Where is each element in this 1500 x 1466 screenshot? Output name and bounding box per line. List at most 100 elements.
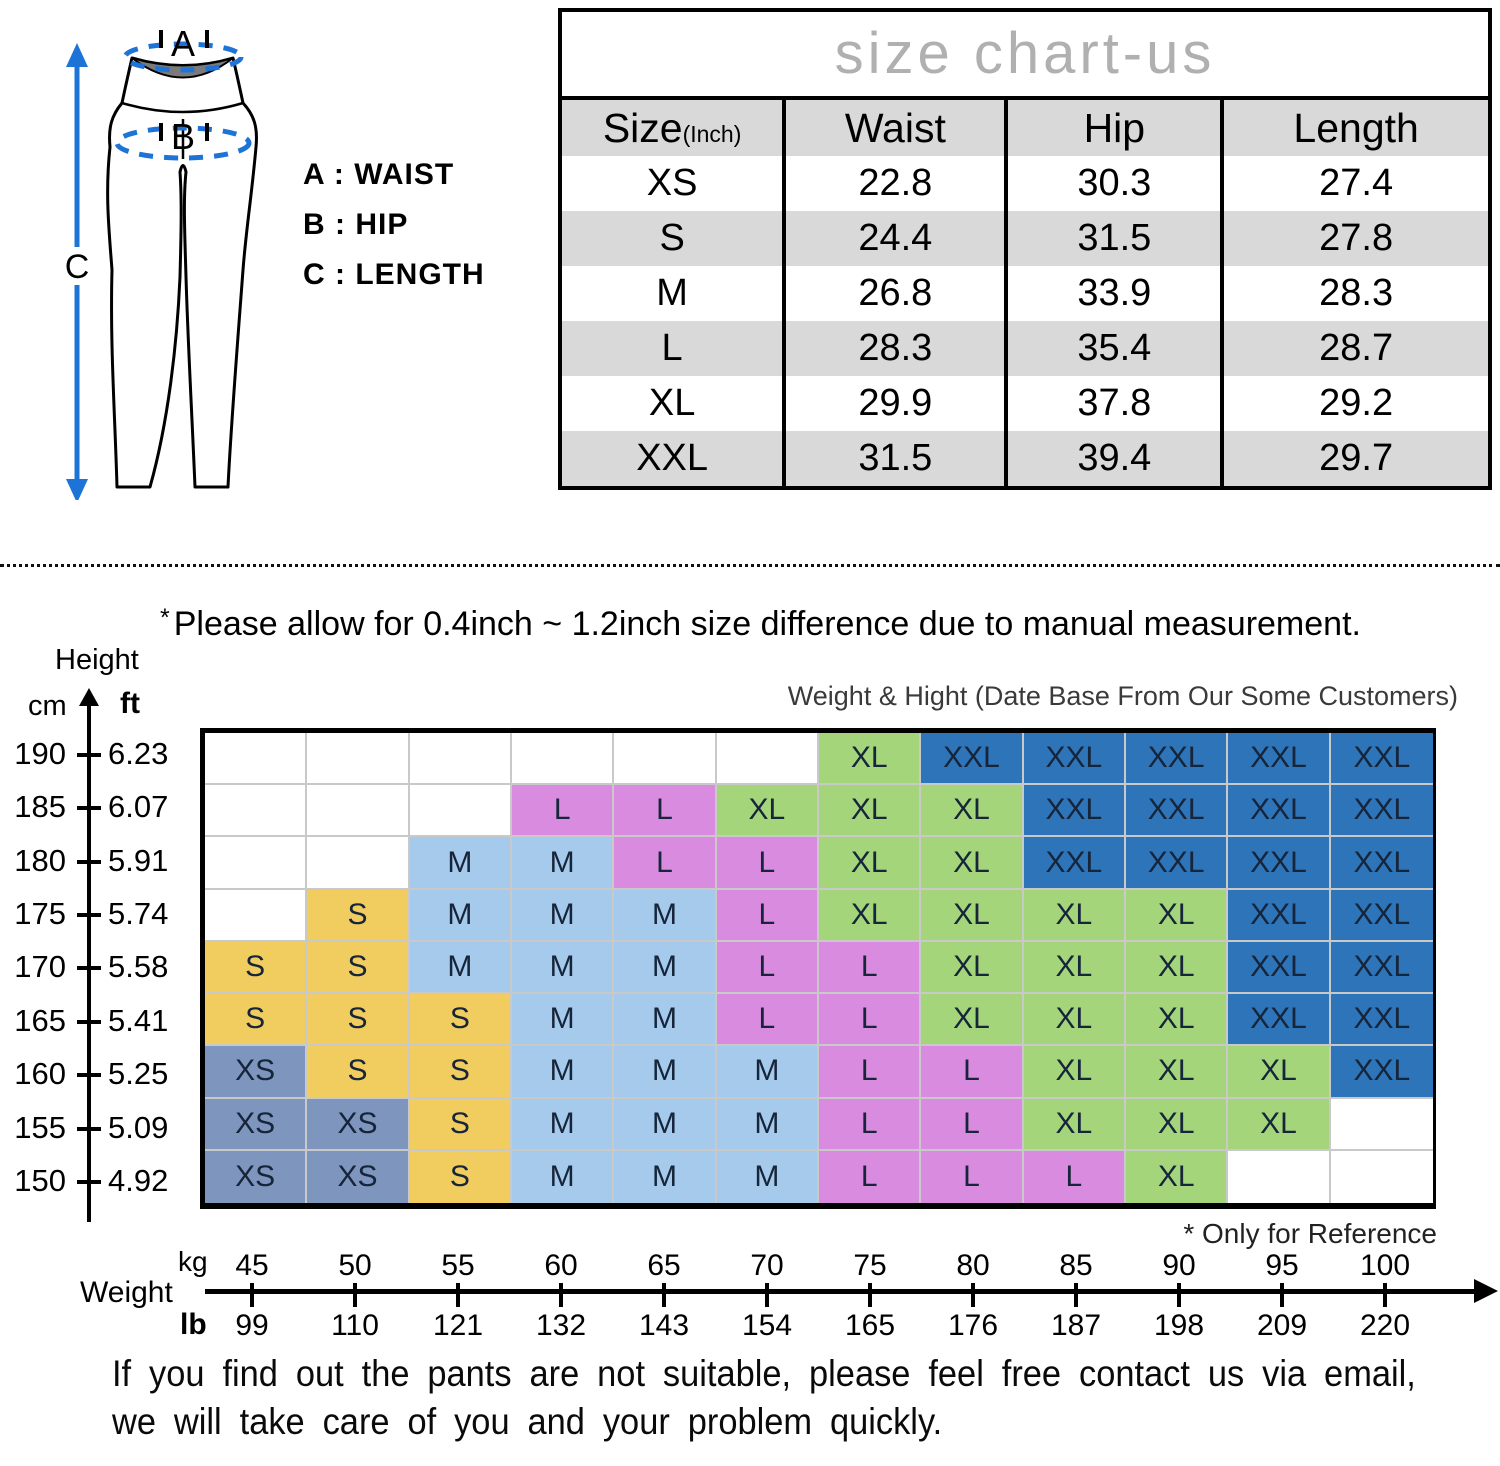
measurement-cell: 27.8	[1220, 211, 1488, 266]
cm-tick-label: 190	[14, 736, 66, 771]
recommended-size-cell: XXL	[1228, 837, 1331, 890]
dotted-divider	[0, 564, 1500, 567]
empty-grid-cell	[205, 785, 308, 838]
weight-tick-mark	[971, 1283, 975, 1307]
measurement-cell: 35.4	[1004, 321, 1223, 376]
recommended-size-cell: XS	[205, 1150, 308, 1203]
recommended-size-cell: XL	[921, 994, 1024, 1047]
recommended-size-cell: XL	[819, 785, 922, 838]
recommended-size-cell: XL	[921, 941, 1024, 995]
recommended-size-cell: XS	[205, 1098, 308, 1151]
recommended-size-cell: XXL	[1023, 733, 1126, 786]
recommended-size-cell: S	[205, 994, 308, 1047]
recommended-size-cell: XL	[1023, 1098, 1126, 1151]
kg-tick-label: 65	[647, 1249, 681, 1282]
size-name-cell: XL	[648, 382, 696, 424]
recommended-size-cell: XXL	[1023, 837, 1126, 890]
lb-tick-label: 165	[844, 1309, 896, 1342]
weight-tick-mark	[250, 1283, 254, 1307]
ft-tick-label: 6.23	[108, 736, 169, 771]
recommended-size-cell: XXL	[1228, 941, 1331, 995]
weight-tick-mark	[456, 1283, 460, 1307]
cm-tick-label: 150	[14, 1163, 66, 1198]
weight-tick-mark	[662, 1283, 666, 1307]
weight-tick-mark	[353, 1283, 357, 1307]
kg-tick-label: 55	[441, 1249, 475, 1282]
size-name-cell: XS	[646, 162, 698, 204]
recommended-size-cell: S	[307, 889, 410, 942]
col-header-hip: Hip	[1004, 100, 1223, 156]
footer-line-1: If you find out the pants are not suitab…	[112, 1353, 1416, 1394]
size-name-cell: XXL	[562, 431, 785, 486]
recommended-size-cell: M	[614, 941, 717, 995]
kg-tick-label: 50	[338, 1249, 372, 1282]
recommended-size-cell: S	[307, 941, 410, 995]
weight-tick-mark	[1177, 1283, 1181, 1307]
col-header-size: Size(Inch)	[562, 100, 785, 156]
note-text: Please allow for 0.4inch ~ 1.2inch size …	[173, 605, 1361, 643]
recommended-size-cell: XS	[307, 1098, 410, 1151]
ft-tick-label: 4.92	[108, 1163, 169, 1198]
measurement-cell: 39.4	[1004, 431, 1223, 486]
size-name-cell: S	[562, 211, 785, 266]
empty-grid-cell	[1331, 1151, 1433, 1203]
hip-measure-ellipse: B	[114, 116, 252, 161]
lb-unit-label: lb	[180, 1308, 207, 1341]
lb-tick-label: 143	[638, 1309, 690, 1342]
recommended-size-cell: L	[716, 941, 819, 995]
recommended-size-cell: XXL	[1228, 889, 1331, 942]
table-row: S 24.4 31.5 27.8	[562, 211, 1488, 266]
cm-tick-label: 170	[14, 949, 66, 984]
recommended-size-cell: M	[512, 837, 615, 890]
kg-unit-label: kg	[178, 1246, 208, 1277]
lb-tick-label: 110	[331, 1309, 379, 1342]
height-axis-label: Height	[55, 644, 139, 676]
recommended-size-cell: L	[819, 1098, 922, 1151]
recommended-size-cell: XL	[1126, 1098, 1229, 1151]
recommended-size-cell: XS	[205, 1046, 308, 1099]
ft-tick-label: 5.58	[108, 949, 169, 984]
measurement-cell: 22.8	[782, 156, 1007, 211]
recommended-size-cell: XXL	[1228, 733, 1331, 786]
cm-tick-label: 185	[14, 789, 66, 824]
size-chart-title: size chart-us	[562, 12, 1488, 100]
svg-text:C: C	[65, 248, 90, 286]
kg-tick-label: 85	[1059, 1249, 1093, 1282]
recommended-size-cell: XXL	[1330, 1046, 1433, 1099]
recommended-size-cell: M	[614, 889, 717, 942]
recommended-size-cell: XL	[819, 889, 922, 942]
size-name-cell: M	[656, 272, 688, 314]
weight-tick-mark	[1280, 1283, 1284, 1307]
measurement-cell: 29.7	[1220, 431, 1488, 486]
recommended-size-cell: M	[716, 1150, 819, 1203]
table-row: XL 29.9 37.8 29.2	[562, 376, 1488, 431]
recommended-size-cell: XXL	[1126, 733, 1229, 786]
length-letter-c: C	[62, 247, 92, 286]
recommended-size-cell: XL	[1126, 994, 1229, 1047]
chart-title: Weight & Hight (Date Base From Our Some …	[787, 681, 1458, 711]
recommended-size-cell: L	[921, 1150, 1024, 1203]
recommended-size-cell: S	[205, 941, 308, 995]
recommended-size-cell: XL	[1023, 889, 1126, 942]
weight-axis-arrow-icon	[1474, 1279, 1498, 1303]
recommended-size-cell: XL	[921, 837, 1024, 890]
measurement-cell: 24.4	[782, 211, 1007, 266]
lb-tick-label: 220	[1359, 1309, 1411, 1342]
measurement-cell: 31.5	[782, 431, 1007, 486]
measurement-cell: 37.8	[1004, 376, 1223, 431]
recommended-size-cell: L	[819, 1150, 922, 1203]
recommended-size-cell: XL	[921, 889, 1024, 942]
recommended-size-cell: M	[512, 994, 615, 1047]
recommended-size-cell: XL	[819, 733, 922, 786]
weight-axis-line	[205, 1289, 1478, 1294]
size-name-cell: L	[562, 321, 785, 376]
ft-tick-label: 5.09	[108, 1110, 169, 1145]
recommended-size-cell: XXL	[1228, 785, 1331, 838]
recommended-size-cell: S	[409, 1046, 512, 1099]
recommended-size-cell: XL	[1023, 1046, 1126, 1099]
col-header-length: Length	[1220, 100, 1488, 156]
leggings-measure-diagram: A B C	[62, 23, 258, 500]
recommended-size-cell: XL	[1126, 941, 1229, 995]
empty-grid-cell	[307, 733, 410, 786]
kg-tick-label: 70	[750, 1249, 784, 1282]
